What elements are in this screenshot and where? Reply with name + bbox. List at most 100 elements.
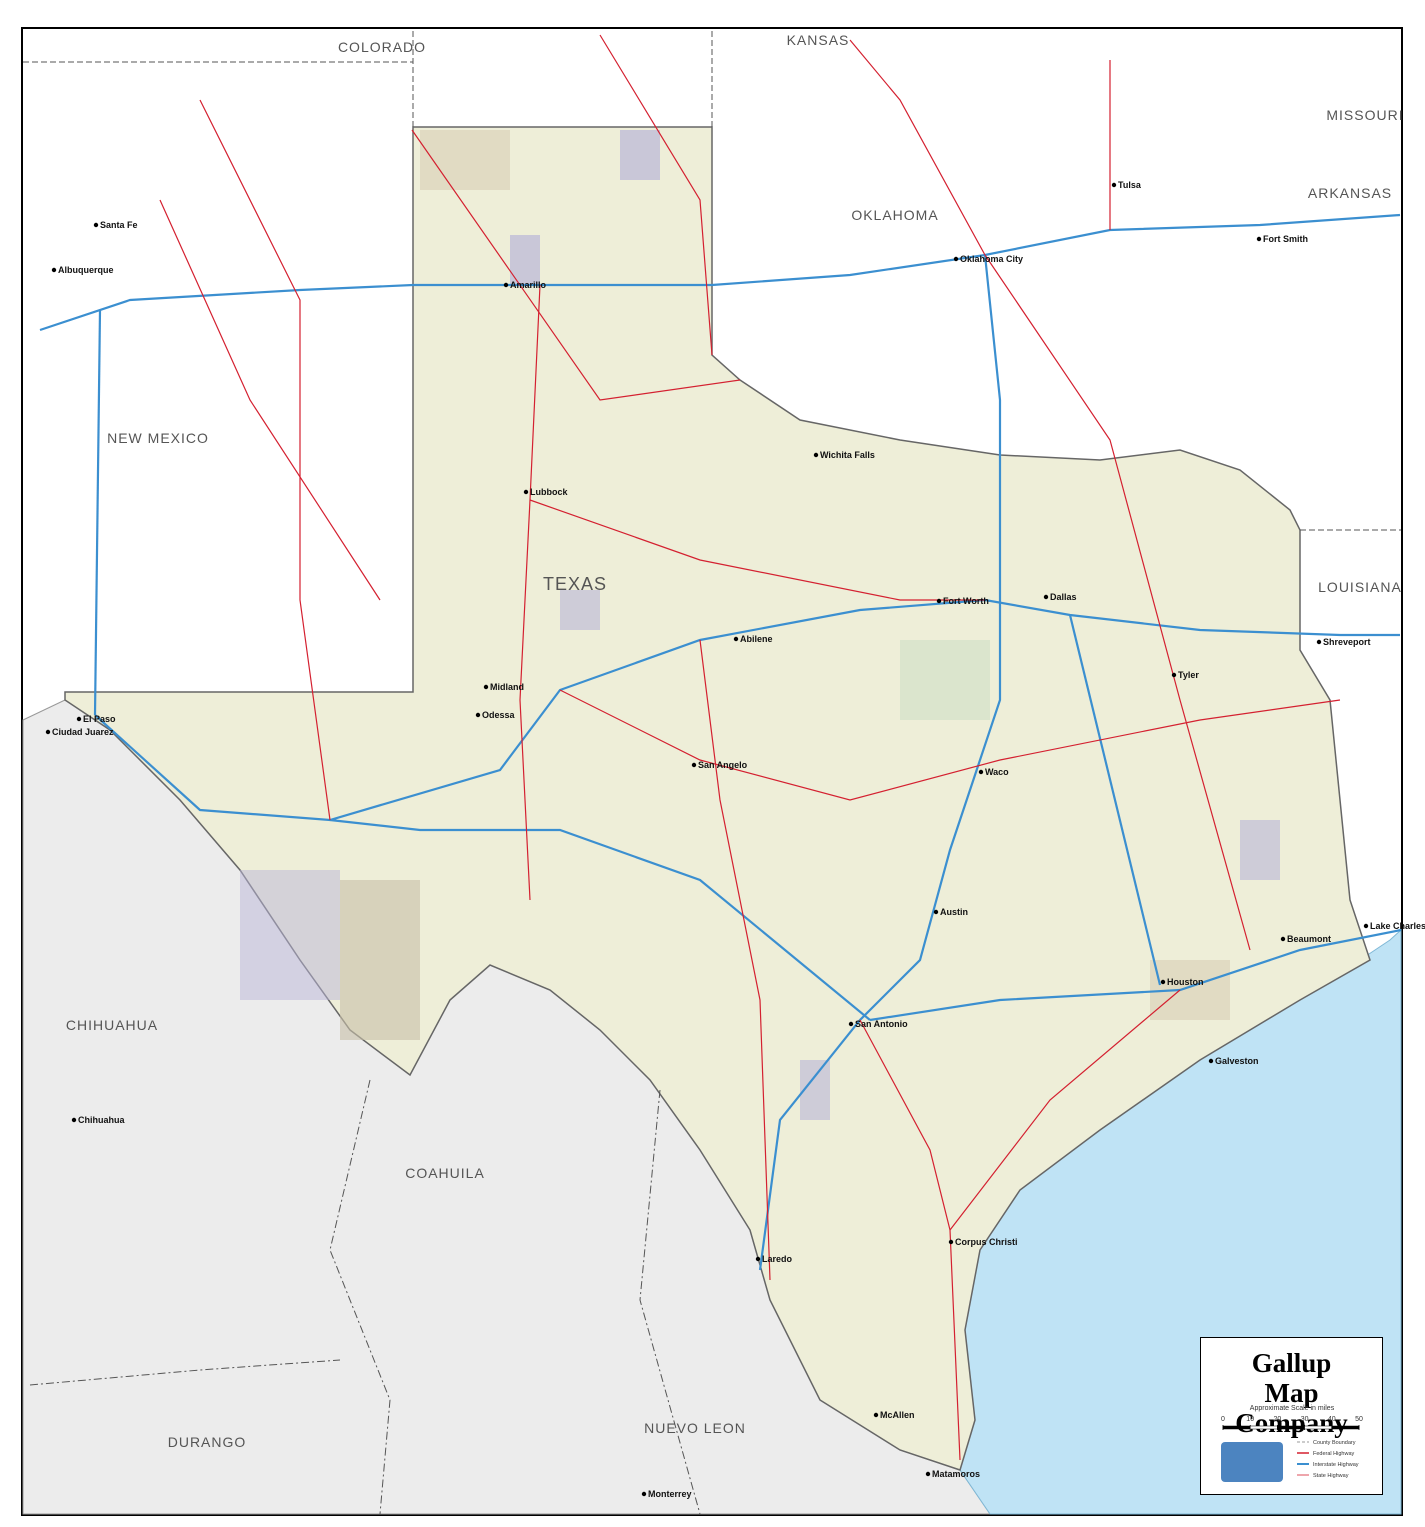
city-dot [733, 636, 739, 642]
highways [159, 34, 1341, 1461]
city-label: Wichita Falls [820, 450, 875, 460]
scale-tick-label: 0 [1221, 1416, 1225, 1423]
city-dot [93, 222, 99, 228]
scale-bar [1222, 1425, 1251, 1430]
city-label: Tulsa [1118, 180, 1142, 190]
city-label: Corpus Christi [955, 1237, 1018, 1247]
legend-item: State Highway [1313, 1473, 1349, 1479]
city-label: Odessa [482, 710, 516, 720]
city-dot [848, 1021, 854, 1027]
city-label: Chihuahua [78, 1115, 125, 1125]
scale-label: Approximate Scale in miles [1250, 1405, 1335, 1412]
region-label: DURANGO [168, 1434, 247, 1450]
city-label: Midland [490, 682, 524, 692]
region-label: COLORADO [338, 39, 426, 55]
city-dot [1316, 639, 1322, 645]
labels: COLORADO KANSAS MISSOURI ARKANSAS OKLAHOMA NE… [45, 32, 1425, 1499]
interstates [39, 213, 1402, 1271]
city-label: Matamoros [932, 1469, 980, 1479]
city-dot [755, 1256, 761, 1262]
city-label: Waco [985, 767, 1009, 777]
mexico-state-border [329, 1079, 391, 1515]
city-label: Amarillo [510, 280, 547, 290]
scale-bar [1304, 1425, 1333, 1430]
city-dot [1256, 236, 1262, 242]
city-label: Oklahoma City [960, 254, 1023, 264]
city-dot [503, 282, 509, 288]
city-label: El Paso [83, 714, 116, 724]
city-dot [475, 712, 481, 718]
city-label: Tyler [1178, 670, 1199, 680]
city-label: Ciudad Juarez [52, 727, 114, 737]
city-label: Beaumont [1287, 934, 1331, 944]
city-dot [483, 684, 489, 690]
city-label: Lake Charles [1370, 921, 1425, 931]
region-label: LOUISIANA [1318, 579, 1402, 595]
logo [1221, 1442, 1283, 1482]
city-dot [978, 769, 984, 775]
region-label: OKLAHOMA [851, 207, 938, 223]
city-label: San Angelo [698, 760, 748, 770]
city-dot [953, 256, 959, 262]
city-dot [641, 1491, 647, 1497]
legend-item: Interstate Highway [1313, 1462, 1359, 1468]
city-dot [933, 909, 939, 915]
city-dot [936, 598, 942, 604]
city-dot [873, 1412, 879, 1418]
scale-tick-label: 40 [1328, 1416, 1336, 1423]
scale-tick-label: 20 [1274, 1416, 1282, 1423]
scale-tick-label: 50 [1355, 1416, 1363, 1423]
region-label: COAHUILA [405, 1165, 485, 1181]
city-label: Galveston [1215, 1056, 1259, 1066]
city-label: Austin [940, 907, 968, 917]
city-label: McAllen [880, 1410, 915, 1420]
scale-bar [1249, 1425, 1278, 1430]
county-tint [240, 130, 1280, 1120]
city-label: Dallas [1050, 592, 1077, 602]
region-label: MISSOURI [1326, 107, 1403, 123]
city-label: Santa Fe [100, 220, 138, 230]
scale-bar [1331, 1425, 1360, 1430]
city-label: Albuquerque [58, 265, 114, 275]
city-dot [1280, 936, 1286, 942]
city-label: Fort Smith [1263, 234, 1308, 244]
city-dot [813, 452, 819, 458]
legend-item: County Boundary [1313, 1440, 1356, 1446]
city-dot [1208, 1058, 1214, 1064]
city-label: Laredo [762, 1254, 793, 1264]
city-dot [1171, 672, 1177, 678]
mexico-state-border [639, 1089, 701, 1515]
city-label: Shreveport [1323, 637, 1371, 647]
city-dot [1043, 594, 1049, 600]
region-label: ARKANSAS [1308, 185, 1392, 201]
city-label: Lubbock [530, 487, 568, 497]
scale-tick-label: 30 [1301, 1416, 1309, 1423]
city-dot [1111, 182, 1117, 188]
city-dot [51, 267, 57, 273]
region-label: CHIHUAHUA [66, 1017, 158, 1033]
legend-box: Gallup Map Company Approximate Scale in … [1200, 1337, 1383, 1495]
city-label: Fort Worth [943, 596, 989, 606]
region-label: TEXAS [543, 574, 607, 594]
city-dot [71, 1117, 77, 1123]
region-label: NEW MEXICO [107, 430, 209, 446]
city-dot [691, 762, 697, 768]
city-dot [1160, 979, 1166, 985]
scale-tick-label: 10 [1246, 1416, 1254, 1423]
city-dot [925, 1471, 931, 1477]
city-label: Monterrey [648, 1489, 692, 1499]
city-dot [76, 716, 82, 722]
city-dot [948, 1239, 954, 1245]
legend-item: Federal Highway [1313, 1451, 1355, 1457]
city-label: Houston [1167, 977, 1204, 987]
legend-title: Gallup Map Company [1235, 1348, 1348, 1438]
city-label: Abilene [740, 634, 773, 644]
city-dot [45, 729, 51, 735]
city-dot [523, 489, 529, 495]
region-label: KANSAS [787, 32, 850, 48]
city-label: San Antonio [855, 1019, 908, 1029]
legend-graphic: Approximate Scale in miles 0 10 20 30 40 50 Cou… [1221, 1405, 1363, 1482]
city-dot [1363, 923, 1369, 929]
